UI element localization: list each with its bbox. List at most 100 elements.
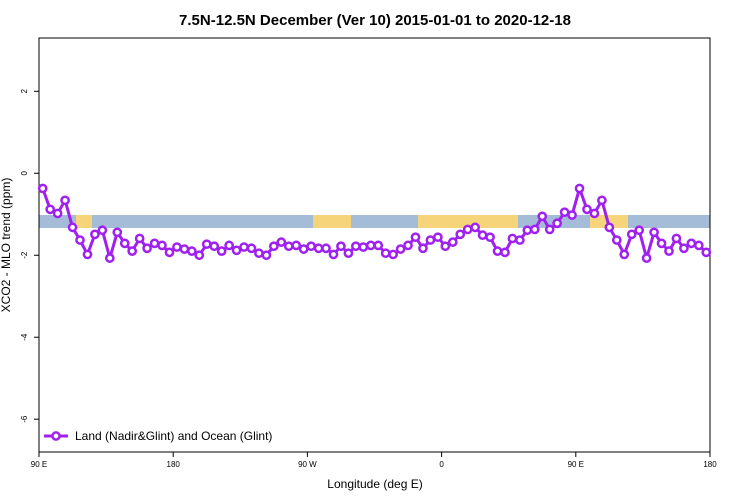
data-point bbox=[529, 224, 540, 235]
x-tick-label: 90 E bbox=[568, 460, 584, 469]
data-point bbox=[336, 241, 346, 252]
data-point bbox=[164, 247, 175, 258]
x-tick-label: 180 bbox=[703, 460, 717, 469]
data-point bbox=[97, 225, 108, 236]
data-point bbox=[276, 237, 287, 247]
data-point bbox=[365, 240, 376, 251]
data-point bbox=[119, 238, 130, 249]
data-point bbox=[224, 240, 234, 251]
data-point bbox=[261, 250, 272, 261]
data-point bbox=[298, 244, 309, 254]
data-point bbox=[477, 230, 488, 241]
data-point bbox=[179, 244, 190, 254]
data-point bbox=[134, 233, 145, 244]
data-point bbox=[60, 195, 70, 206]
data-point bbox=[395, 244, 406, 254]
data-point bbox=[641, 253, 652, 263]
data-point bbox=[149, 238, 160, 249]
chart-title: 7.5N-12.5N December (Ver 10) 2015-01-01 … bbox=[179, 12, 571, 29]
data-point bbox=[552, 218, 563, 229]
land-patch bbox=[313, 215, 351, 228]
data-point bbox=[104, 253, 115, 263]
y-tick-label: 2 bbox=[20, 89, 29, 94]
data-point bbox=[313, 243, 324, 254]
data-point bbox=[418, 243, 428, 254]
data-point bbox=[649, 227, 659, 238]
y-tick-label: 0 bbox=[20, 170, 29, 175]
data-point bbox=[209, 241, 220, 252]
data-point bbox=[701, 247, 712, 258]
x-tick-label: 90 W bbox=[298, 460, 317, 469]
data-point bbox=[142, 243, 152, 254]
data-point bbox=[403, 240, 413, 251]
y-tick-label: -2 bbox=[20, 251, 29, 259]
plot-frame bbox=[38, 37, 711, 453]
data-point bbox=[246, 243, 257, 254]
data-point bbox=[127, 246, 138, 256]
data-point bbox=[388, 249, 398, 260]
data-point bbox=[597, 195, 607, 206]
data-point bbox=[358, 242, 369, 252]
data-point bbox=[507, 233, 518, 244]
data-point bbox=[470, 222, 480, 233]
data-point bbox=[75, 235, 85, 245]
data-point bbox=[321, 243, 331, 254]
data-point bbox=[433, 232, 443, 243]
data-point bbox=[269, 241, 279, 252]
x-tick-label: 90 E bbox=[31, 460, 47, 469]
data-point bbox=[567, 210, 577, 220]
data-point bbox=[485, 232, 495, 243]
data-point bbox=[582, 204, 592, 215]
y-tick-label: -6 bbox=[20, 415, 29, 423]
data-point bbox=[172, 242, 182, 252]
data-point bbox=[373, 240, 384, 251]
land-patch bbox=[418, 215, 518, 228]
data-point bbox=[410, 232, 421, 243]
data-point bbox=[522, 225, 533, 236]
data-point bbox=[351, 241, 361, 252]
data-point bbox=[425, 235, 436, 245]
data-point bbox=[679, 243, 689, 254]
data-point bbox=[291, 240, 302, 251]
data-point bbox=[559, 207, 570, 218]
data-point bbox=[515, 235, 525, 245]
data-point bbox=[634, 225, 645, 236]
data-point bbox=[664, 246, 674, 256]
data-point bbox=[619, 249, 630, 260]
data-point bbox=[574, 183, 585, 194]
data-point bbox=[604, 222, 615, 233]
y-axis-label: XCO2 - MLO trend (ppm) bbox=[0, 178, 13, 313]
data-point bbox=[380, 248, 391, 259]
land-patch bbox=[76, 215, 92, 228]
data-point bbox=[157, 240, 167, 251]
data-point bbox=[283, 241, 294, 252]
data-point bbox=[440, 241, 451, 252]
data-point bbox=[500, 247, 510, 258]
data-point bbox=[656, 238, 667, 249]
data-point bbox=[194, 250, 205, 261]
data-point bbox=[52, 208, 63, 219]
data-point bbox=[671, 233, 682, 244]
data-point bbox=[37, 183, 48, 194]
data-point bbox=[231, 245, 242, 256]
data-point bbox=[537, 211, 548, 222]
data-point bbox=[492, 246, 503, 256]
data-point bbox=[216, 246, 227, 256]
data-point bbox=[447, 237, 458, 247]
data-point bbox=[254, 248, 264, 259]
x-tick-label: 180 bbox=[167, 460, 181, 469]
data-point bbox=[693, 240, 704, 251]
data-point bbox=[45, 204, 56, 215]
data-point bbox=[686, 238, 697, 249]
data-point bbox=[343, 248, 354, 259]
data-point bbox=[328, 249, 339, 260]
data-point bbox=[544, 224, 555, 235]
data-point bbox=[82, 249, 93, 260]
data-point bbox=[186, 246, 197, 256]
x-tick-label: 0 bbox=[439, 460, 444, 469]
x-axis-label: Longitude (deg E) bbox=[327, 477, 422, 491]
data-point bbox=[626, 229, 637, 240]
data-point bbox=[462, 224, 473, 235]
data-point bbox=[306, 241, 316, 252]
data-point bbox=[201, 239, 212, 250]
